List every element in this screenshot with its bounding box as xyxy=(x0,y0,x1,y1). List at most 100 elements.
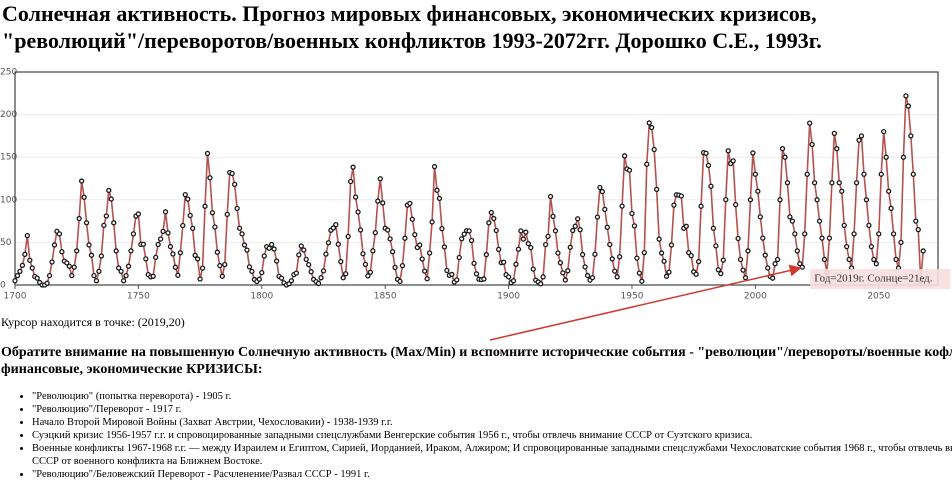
data-point xyxy=(135,211,142,217)
data-point xyxy=(273,258,280,264)
data-point xyxy=(730,158,736,164)
data-point xyxy=(523,229,529,235)
data-point xyxy=(362,261,369,268)
data-point xyxy=(602,206,608,212)
data-point xyxy=(17,268,23,275)
data-point xyxy=(306,261,312,268)
data-point xyxy=(222,261,228,268)
data-point xyxy=(375,198,381,204)
data-point xyxy=(78,178,85,184)
data-point xyxy=(760,235,766,241)
data-point xyxy=(106,187,112,194)
title-line: Солнечная активность. Прогноз мировых фи… xyxy=(2,1,817,26)
data-point xyxy=(920,248,926,254)
title-line: "революций"/переворотов/военных конфликт… xyxy=(2,28,822,53)
data-point xyxy=(663,273,670,279)
data-point xyxy=(12,278,18,284)
data-point xyxy=(93,278,100,284)
data-point xyxy=(323,251,329,257)
data-point xyxy=(777,197,783,203)
data-point xyxy=(755,188,761,194)
data-point xyxy=(550,213,556,219)
data-point xyxy=(49,259,55,265)
data-point xyxy=(787,214,793,220)
data-point xyxy=(735,235,741,242)
data-point xyxy=(816,218,823,224)
data-point xyxy=(765,265,771,271)
data-point xyxy=(335,241,341,247)
data-point xyxy=(713,243,719,249)
data-point xyxy=(459,236,465,242)
data-point xyxy=(209,210,216,216)
data-point xyxy=(66,263,72,269)
data-point xyxy=(656,236,662,242)
data-point xyxy=(678,193,684,199)
data-point xyxy=(367,269,374,275)
data-point xyxy=(708,183,714,189)
data-point xyxy=(649,124,655,131)
data-point xyxy=(355,209,361,215)
data-point xyxy=(799,264,805,270)
data-point xyxy=(839,188,845,194)
data-point xyxy=(814,197,820,203)
notice: Обратите внимание на повышенную Солнечну… xyxy=(1,345,952,377)
data-point xyxy=(14,272,21,279)
data-point xyxy=(217,262,223,269)
data-point xyxy=(641,249,647,256)
data-point xyxy=(658,250,665,256)
y-tick-label: 200 xyxy=(0,110,17,120)
data-point xyxy=(636,270,643,276)
data-point xyxy=(46,272,53,279)
data-point xyxy=(261,253,267,259)
data-point xyxy=(893,256,899,263)
data-point xyxy=(150,273,156,279)
data-point xyxy=(742,275,749,281)
data-point xyxy=(466,228,472,234)
data-point xyxy=(278,275,285,281)
data-point xyxy=(347,178,354,185)
y-tick-label: 50 xyxy=(0,238,12,248)
data-point xyxy=(599,188,606,195)
data-point xyxy=(86,242,92,248)
data-point xyxy=(333,221,339,228)
data-point xyxy=(130,231,137,237)
data-point xyxy=(249,268,255,275)
data-point xyxy=(231,181,238,188)
data-point xyxy=(821,256,828,263)
event-list: "Революцию" (попытка переворота) - 1905 … xyxy=(0,390,952,481)
data-point xyxy=(296,252,302,258)
data-point xyxy=(570,227,576,234)
y-tick-label: 0 xyxy=(0,281,6,291)
data-point xyxy=(668,242,675,248)
data-point xyxy=(338,258,344,265)
cursor-text: Курсор находится в точке: (2019,20) xyxy=(1,315,185,329)
data-point xyxy=(271,246,277,252)
data-point xyxy=(96,268,102,275)
data-point xyxy=(720,257,726,263)
data-point xyxy=(19,262,26,269)
data-point xyxy=(155,241,161,248)
data-point xyxy=(204,150,211,157)
data-point xyxy=(782,154,788,160)
data-point xyxy=(829,180,835,186)
data-point xyxy=(834,146,840,152)
data-point xyxy=(540,274,546,280)
data-point xyxy=(890,231,897,237)
data-point xyxy=(259,269,265,276)
data-point xyxy=(473,271,480,277)
data-point xyxy=(125,263,132,269)
data-point xyxy=(552,228,559,234)
data-point xyxy=(510,278,517,284)
data-point xyxy=(202,203,208,209)
data-point xyxy=(626,167,633,173)
data-point xyxy=(651,146,657,153)
data-point xyxy=(604,224,610,230)
data-point xyxy=(868,244,875,250)
data-point xyxy=(360,251,366,257)
data-point xyxy=(873,261,879,267)
data-point xyxy=(330,225,337,231)
data-point xyxy=(399,263,406,269)
data-point xyxy=(737,256,744,263)
data-point xyxy=(269,241,275,248)
data-point xyxy=(898,239,904,246)
